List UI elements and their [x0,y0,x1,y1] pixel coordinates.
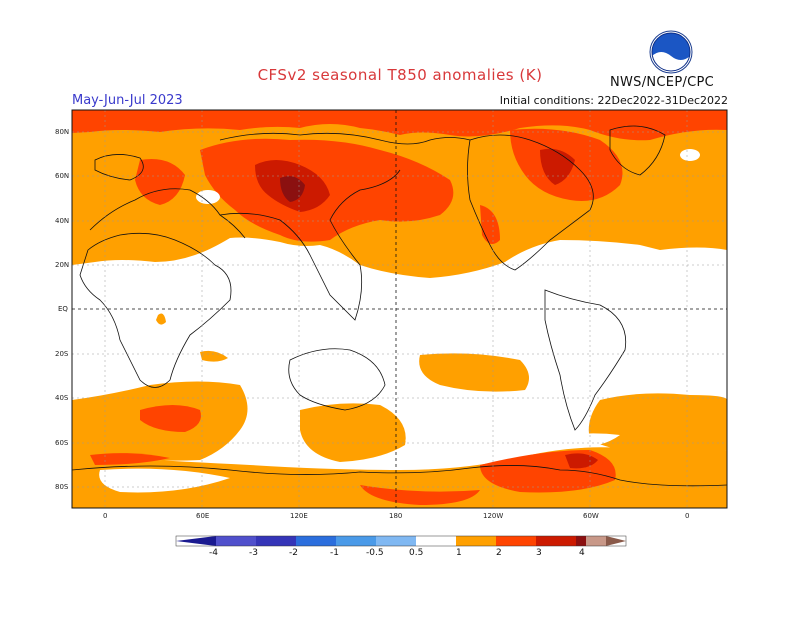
colorbar-label: 2 [496,548,502,558]
lon-tick: 60E [196,512,210,520]
equator-dateline [72,110,727,508]
colorbar-swatch [586,536,606,546]
anomaly-region-tasman [300,403,406,462]
lat-tick: 60S [55,439,69,447]
season-label: May-Jun-Jul 2023 [72,93,183,108]
colorbar-swatch [336,536,376,546]
colorbar [175,535,627,547]
neutral-patch [405,435,470,455]
lon-tick: 60W [583,512,599,520]
anomaly-region-africa [156,313,166,325]
map-frame [71,109,728,509]
lat-tick: 80S [55,483,69,491]
colorbar-label: -0.5 [366,548,384,558]
colorbar-swatch [536,536,576,546]
lat-tick: 60N [55,172,70,180]
lon-tick: 180 [389,512,403,520]
anomaly-region-south-america-east [588,393,727,457]
lat-tick: 20S [55,350,69,358]
colorbar-label: 0.5 [409,548,424,558]
map-title: CFSv2 seasonal T850 anomalies (K) [257,66,543,84]
colorbar-min-arrow [176,536,216,546]
lat-tick: 40N [55,217,70,225]
colorbar-label: -1 [330,548,339,558]
lat-tick: EQ [58,305,68,313]
colorbar-label: -4 [209,548,218,558]
lon-tick: 0 [685,512,690,520]
lon-tick: 0 [103,512,108,520]
colorbar-label: -2 [289,548,298,558]
colorbar-max-arrow [606,536,626,546]
colorbar-label: 4 [579,548,585,558]
neutral-patch [540,433,620,449]
colorbar-swatch [456,536,496,546]
organization-label: NWS/NCEP/CPC [610,75,715,90]
noaa-logo [649,30,693,74]
lon-tick: 120E [290,512,308,520]
anomaly-region-arctic [72,110,727,141]
colorbar-swatch [496,536,536,546]
lat-tick: 20N [55,261,70,269]
neutral-patch [680,149,700,161]
colorbar-swatch [576,536,586,546]
anomaly-region-spacific [419,353,529,392]
colorbar-label: 3 [536,548,542,558]
colorbar-swatch [296,536,336,546]
anomaly-region-indian [200,350,228,362]
lat-tick: 80N [55,128,70,136]
colorbar-label: 1 [456,548,462,558]
graticule [72,110,727,508]
anomaly-region-south-atlantic-core [140,405,201,432]
anomaly-region-ross [360,485,480,505]
colorbar-swatch [416,536,456,546]
lon-tick: 120W [483,512,504,520]
lat-tick: 40S [55,394,69,402]
colorbar-label: -3 [249,548,258,558]
anomaly-region-weddell-core [565,453,598,469]
colorbar-swatch [256,536,296,546]
colorbar-swatch [376,536,416,546]
neutral-patch [99,468,230,493]
colorbar-swatch [216,536,256,546]
initial-conditions-label: Initial conditions: 22Dec2022-31Dec2022 [499,94,728,107]
anomaly-region-sub-antarctic [90,453,170,465]
